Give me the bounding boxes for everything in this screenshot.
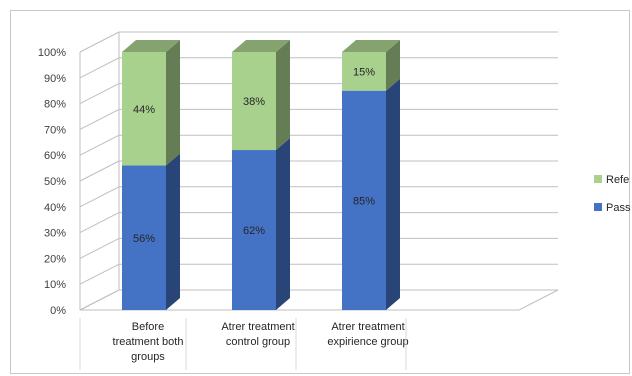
bar-refe-1: 38% <box>232 40 290 151</box>
bar-side <box>166 40 180 166</box>
bar-top <box>342 40 400 52</box>
y-tick-label: 100% <box>38 47 66 59</box>
x-axis-category-labels: Before treatment both groups Atrer treatmen… <box>79 318 409 370</box>
legend-label: Pass <box>606 202 631 214</box>
bar-front <box>122 165 166 310</box>
side-wall-gridline <box>79 186 120 208</box>
bar-side <box>386 78 400 310</box>
side-wall-gridline <box>79 212 120 234</box>
y-tick-label: 20% <box>44 253 66 265</box>
y-tick-label: 40% <box>44 202 66 214</box>
x-tick-label-line: Before <box>132 321 164 333</box>
y-axis-tick-labels: 0% 10% 20% 30% 40% 50% 60% 70% 80% 90% 100% <box>38 47 66 317</box>
side-wall-gridline <box>79 237 120 259</box>
x-tick-label-line: Atrer treatment <box>331 321 404 333</box>
bar-front <box>232 150 276 310</box>
y-tick-label: 10% <box>44 279 66 291</box>
side-wall-gridline <box>79 83 120 105</box>
data-label: 38% <box>243 96 265 108</box>
side-wall-gridline <box>79 108 120 130</box>
data-label: 62% <box>243 225 265 237</box>
bar-front <box>342 52 386 91</box>
data-label: 85% <box>353 195 375 207</box>
bar-side <box>276 40 290 151</box>
data-label: 15% <box>353 66 375 78</box>
x-tick-label-line: control group <box>226 336 290 348</box>
bar-refe-0: 44% <box>122 40 180 166</box>
legend-label: Refe <box>606 174 629 186</box>
bar-front <box>122 52 166 166</box>
y-tick-label: 80% <box>44 99 66 111</box>
x-tick-label: Before treatment both groups <box>113 321 184 363</box>
x-tick-label-line: treatment both <box>113 336 184 348</box>
bar-side <box>166 153 180 310</box>
y-tick-label: 70% <box>44 124 66 136</box>
y-tick-label: 0% <box>50 305 66 317</box>
y-tick-label: 60% <box>44 150 66 162</box>
bar-pass-2: 85% <box>342 78 400 310</box>
x-tick-label-line: Atrer treatment <box>221 321 294 333</box>
side-wall-gridline <box>79 263 120 285</box>
legend-swatch <box>594 203 602 211</box>
y-tick-label: 90% <box>44 73 66 85</box>
bar-side <box>386 40 400 91</box>
legend: Refe Pass <box>594 174 631 214</box>
data-label: 44% <box>133 104 155 116</box>
side-wall-gridline <box>79 134 120 156</box>
bar-side <box>276 138 290 310</box>
bar-pass-0: 56% <box>122 153 180 310</box>
bar-top <box>122 40 180 52</box>
x-tick-label-line: expirience group <box>327 336 408 348</box>
legend-swatch <box>594 175 602 183</box>
y-tick-label: 30% <box>44 228 66 240</box>
data-label: 56% <box>133 233 155 245</box>
chart-frame <box>10 10 630 374</box>
bars: 56% 44% 62% 38% 85% 15% <box>122 40 400 310</box>
side-wall-gridline <box>79 31 120 53</box>
side-wall-gridline <box>79 57 120 79</box>
x-tick-label: Atrer treatment expirience group <box>327 321 408 348</box>
x-tick-label-line: groups <box>131 351 165 363</box>
bar-pass-1: 62% <box>232 138 290 310</box>
bar-front <box>232 52 276 151</box>
bar-top <box>232 40 290 52</box>
y-tick-label: 50% <box>44 176 66 188</box>
bar-front <box>342 90 386 310</box>
side-wall-gridline <box>79 289 120 311</box>
bar-refe-2: 15% <box>342 40 400 91</box>
x-tick-label: Atrer treatment control group <box>221 321 294 348</box>
side-wall-gridline <box>79 160 120 182</box>
